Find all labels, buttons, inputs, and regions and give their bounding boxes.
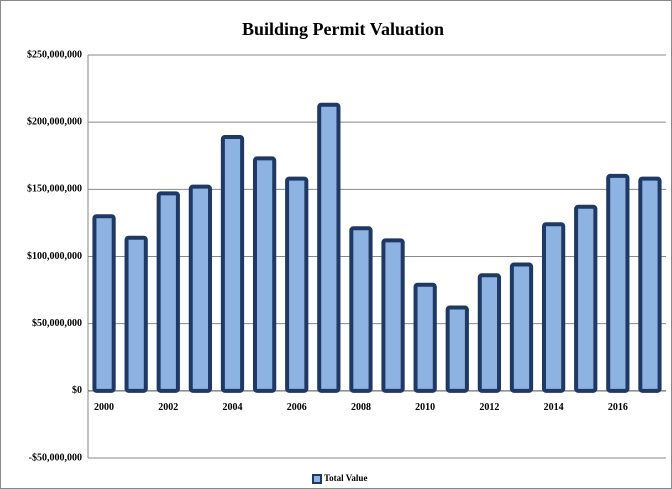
x-tick-label: 2006 — [287, 402, 307, 413]
x-tick-label: 2016 — [608, 402, 628, 413]
bar — [638, 176, 662, 393]
bar — [124, 235, 148, 393]
x-tick-label: 2000 — [94, 402, 114, 413]
x-tick-label: 2008 — [351, 402, 371, 413]
bar — [445, 305, 469, 393]
bar — [477, 273, 502, 393]
bar — [541, 222, 566, 393]
bar — [606, 173, 630, 393]
bar — [317, 102, 341, 393]
y-tick-label: $50,000,000 — [32, 318, 82, 329]
y-tick-label: $150,000,000 — [27, 184, 82, 195]
y-tick-label: $100,000,000 — [27, 251, 82, 262]
bar — [188, 184, 213, 393]
bar — [156, 191, 180, 393]
bar — [220, 134, 245, 393]
bar — [252, 156, 277, 393]
bar — [413, 282, 437, 393]
legend-swatch — [312, 474, 322, 484]
bar — [92, 214, 116, 393]
bar — [285, 176, 309, 393]
y-tick-label: $0 — [72, 385, 82, 396]
bar — [574, 204, 598, 393]
y-tick-label: $200,000,000 — [27, 116, 82, 127]
x-tick-label: 2014 — [544, 402, 564, 413]
x-tick-label: 2002 — [158, 402, 178, 413]
y-tick-label: -$50,000,000 — [29, 452, 82, 463]
chart-title: Building Permit Valuation — [242, 19, 444, 39]
y-tick-label: $250,000,000 — [27, 49, 82, 60]
x-tick-label: 2004 — [223, 402, 243, 413]
bar — [381, 238, 405, 393]
bar — [349, 226, 373, 393]
legend-label: Total Value — [324, 473, 367, 483]
bar — [509, 262, 534, 393]
x-tick-label: 2010 — [415, 402, 435, 413]
x-tick-label: 2012 — [479, 402, 499, 413]
